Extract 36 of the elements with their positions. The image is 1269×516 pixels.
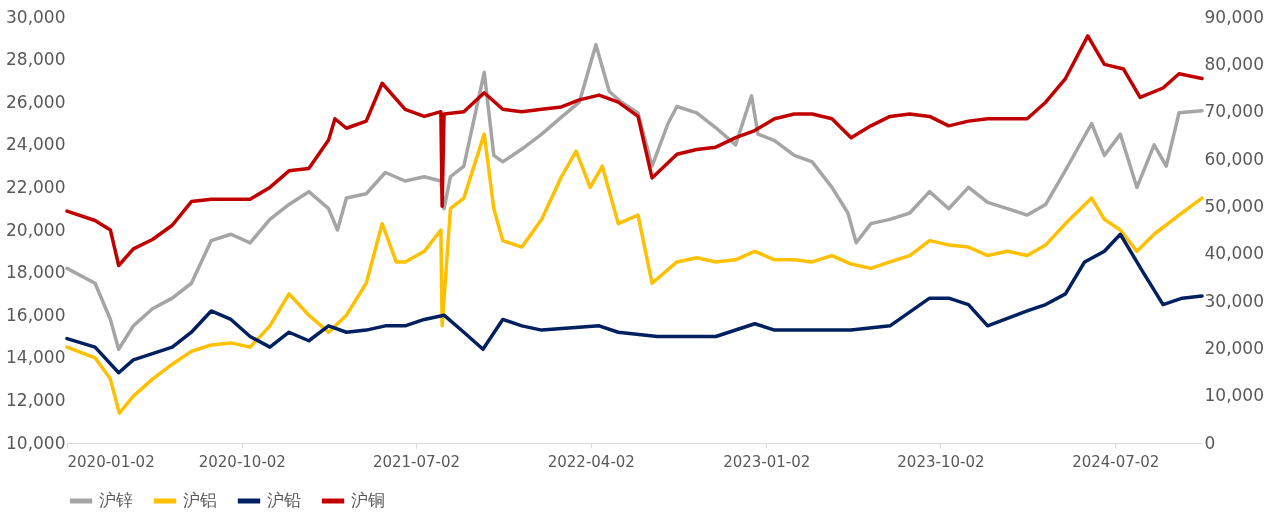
line-series [65,42,1204,352]
y-tick-label: 16,000 [6,304,66,325]
line-series [65,34,1204,268]
x-tick-label: 2023-01-02 [723,452,811,471]
y-tick-label: 12,000 [6,389,66,410]
y-tick-label: 14,000 [6,347,66,368]
y2-tick-label: 20,000 [1204,337,1264,358]
y-tick-label: 10,000 [6,432,66,453]
x-tick-label: 2023-10-02 [897,452,985,471]
y-tick-label: 28,000 [6,49,66,70]
x-tick-label: 2020-01-02 [67,452,155,471]
legend-label: 沪铅 [267,490,301,510]
y2-tick-label: 10,000 [1204,385,1264,406]
y2-tick-label: 40,000 [1204,243,1264,264]
x-tick-label: 2020-10-02 [198,452,286,471]
legend-label: 沪铝 [183,490,217,510]
y-tick-label: 20,000 [6,219,66,240]
y2-tick-label: 60,000 [1204,148,1264,169]
line-series [65,132,1204,415]
y2-tick-label: 0 [1204,432,1216,453]
y2-tick-label: 90,000 [1204,6,1264,27]
y2-tick-label: 50,000 [1204,195,1264,216]
y-tick-label: 22,000 [6,176,66,197]
x-tick-label: 2021-07-02 [372,452,461,471]
y-tick-label: 18,000 [6,262,66,283]
y2-tick-label: 80,000 [1204,53,1264,74]
y2-tick-label: 30,000 [1204,290,1264,311]
x-tick-label: 2024-07-02 [1072,452,1160,471]
x-tick-label: 2022-04-02 [547,452,635,471]
y-tick-label: 30,000 [6,6,66,27]
line-series [65,232,1204,375]
legend-label: 沪铜 [351,490,385,510]
legend-label: 沪锌 [99,490,133,510]
y2-tick-label: 70,000 [1204,101,1264,122]
y-tick-label: 26,000 [6,91,66,112]
y-tick-label: 24,000 [6,134,66,155]
